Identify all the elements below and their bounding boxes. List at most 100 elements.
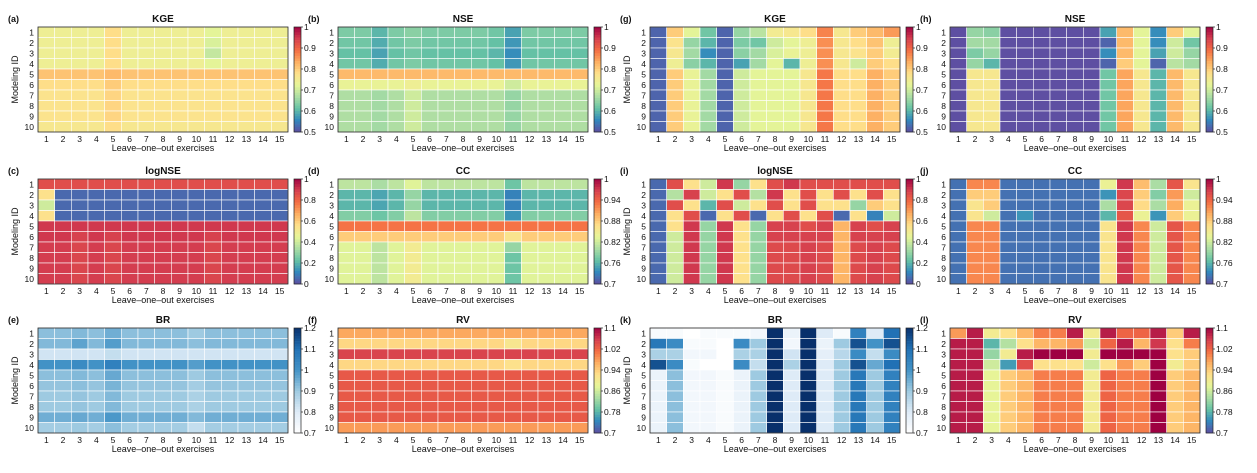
heatmap-cell [1049,401,1067,413]
heatmap-cell [87,338,105,350]
heatmap-cell [521,338,539,350]
colorbar-segment [294,383,301,387]
heatmap-cell [354,252,372,264]
heatmap-cell [454,110,472,122]
x-tick-label: 6 [1039,286,1044,296]
panel-title: KGE [764,14,786,25]
y-axis-label: Modeling ID [10,207,20,256]
x-tick-label: 1 [656,435,661,445]
colorbar-segment [1206,95,1213,99]
heatmap-cell [37,369,55,381]
heatmap-cell [816,178,834,190]
heatmap-cell [337,68,355,80]
x-tick-label: 9 [1089,435,1094,445]
x-tick-label: 10 [804,435,814,445]
heatmap-cell [137,369,155,381]
heatmap-cell [1033,390,1051,402]
x-tick-label: 2 [61,134,66,144]
heatmap-cell [171,380,189,392]
x-tick-label: 11 [1121,435,1130,445]
heatmap-cell [683,338,701,350]
heatmap-cell [1166,262,1184,274]
colorbar-segment [294,370,301,373]
heatmap-cell [833,262,851,274]
colorbar-tick-label: 0.5 [304,127,316,137]
heatmap-cell [137,100,155,112]
heatmap-cell [471,68,489,80]
heatmap-cell [833,68,851,80]
heatmap-cell [999,273,1017,285]
heatmap-cell [966,262,984,274]
heatmap-cell [1133,401,1151,413]
colorbar-segment [906,412,913,415]
heatmap-cell [437,189,455,201]
heatmap-cell [271,178,289,190]
heatmap-cell [766,252,784,264]
colorbar-segment [594,414,601,418]
heatmap-cell [421,273,439,285]
colorbar-segment [594,255,601,259]
heatmap-cell [649,241,667,253]
colorbar-segment [1206,388,1213,392]
x-tick-label: 3 [989,286,994,296]
heatmap-cell [554,220,572,232]
colorbar-tick-label: 1 [604,22,609,32]
heatmap-cell [866,359,884,371]
x-tick-label: 10 [492,286,502,296]
colorbar-segment [294,129,301,133]
heatmap-cell [683,110,701,122]
heatmap-cell [983,58,1001,70]
heatmap-cell [866,327,884,339]
heatmap-cell [883,390,901,402]
heatmap-cell [799,348,817,360]
heatmap-cell [766,390,784,402]
heatmap-cell [354,110,372,122]
heatmap-cell [999,58,1017,70]
colorbar-segment [1206,270,1213,274]
heatmap-cell [71,338,89,350]
heatmap-cell [749,241,767,253]
heatmap-cell [337,110,355,122]
heatmap-cell [1033,231,1051,243]
heatmap-cell [999,110,1017,122]
x-tick-label: 13 [242,286,252,296]
heatmap-cell [187,178,205,190]
heatmap-cell [37,390,55,402]
heatmap-cell [716,210,734,222]
heatmap-cell [121,390,139,402]
colorbar-tick-label: 0.82 [604,237,621,247]
heatmap-cell [437,178,455,190]
heatmap-cell [271,231,289,243]
y-tick-label: 1 [329,27,334,37]
heatmap-cell [437,231,455,243]
heatmap-cell [371,231,389,243]
heatmap-cell [833,327,851,339]
colorbar-segment [1206,362,1213,366]
x-tick-label: 3 [377,134,382,144]
heatmap-cell [1133,273,1151,285]
heatmap-cell [1133,241,1151,253]
y-tick-label: 8 [329,402,334,412]
heatmap-cell [1083,390,1101,402]
heatmap-cell [204,338,222,350]
heatmap-cell [1016,273,1034,285]
heatmap-cell [487,199,505,211]
heatmap-cell [783,79,801,91]
heatmap-cell [487,110,505,122]
colorbar-segment [1206,351,1213,355]
colorbar-segment [1206,118,1213,122]
colorbar-segment [906,276,913,280]
heatmap-cell [421,37,439,49]
heatmap-cell [983,262,1001,274]
heatmap-cell [137,58,155,70]
heatmap-cell [983,121,1001,133]
heatmap-cell [949,68,967,80]
y-axis-label: Modeling ID [622,55,632,104]
colorbar-segment [294,27,301,30]
heatmap-cell [354,273,372,285]
heatmap-cell [966,37,984,49]
heatmap-cell [104,273,122,285]
heatmap-cell [883,422,901,434]
heatmap-cell [816,231,834,243]
heatmap-cell [1033,110,1051,122]
